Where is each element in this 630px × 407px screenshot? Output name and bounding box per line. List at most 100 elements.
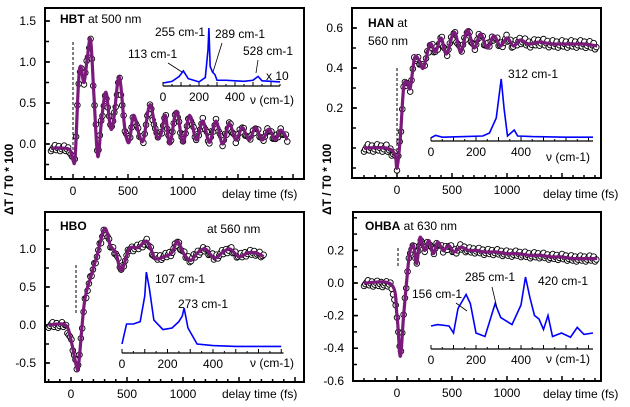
panel-title-han: HAN at — [368, 16, 408, 30]
x-axis-label: delay time (fs) — [222, 387, 297, 401]
peak-label-107: 107 cm-1 — [155, 272, 205, 286]
leader-528 — [255, 59, 259, 74]
x-axis-label: delay time (fs) — [543, 187, 618, 201]
inset-spectrum: 0 200 400 — [428, 276, 594, 367]
y-tick-label: -0.4 — [323, 341, 344, 355]
panel-ohba: -0.6 -0.4 -0.2 0.0 0.2 0 500 1000 delay time (fs… — [323, 211, 618, 401]
spectrum-line — [430, 78, 593, 139]
fit-curve — [50, 36, 289, 166]
inset-x-tick-label: 0 — [160, 90, 167, 104]
inset-x-tick-label: 0 — [428, 353, 435, 367]
y-tick-label: 0.6 — [326, 21, 343, 35]
peak-label-273: 273 cm-1 — [178, 297, 228, 311]
inset-x-tick-label: 200 — [189, 90, 209, 104]
y-tick-label: 1.0 — [19, 242, 36, 256]
y-tick-label: 0.5 — [19, 96, 36, 110]
spectrum-line — [162, 27, 281, 84]
inset-x-tick-label: 400 — [203, 357, 223, 371]
inset-x-axis-label-hbt: ν (cm-1) — [250, 93, 294, 107]
leader-289 — [212, 42, 223, 73]
plot-frame — [44, 7, 305, 180]
x-tick-label: 0 — [70, 184, 77, 198]
scale-note: x 10 — [266, 69, 289, 83]
panel-name: OHBA — [365, 219, 401, 233]
peak-label-255: 255 cm-1 — [155, 25, 205, 39]
y-tick-label: 0.0 — [327, 276, 344, 290]
y-tick-label: 0.0 — [19, 137, 36, 151]
panel-han: 0.2 0.4 0.6 0 500 1000 delay time (fs) 0 200 400 — [326, 7, 618, 201]
inset-x-tick-label: 400 — [511, 353, 531, 367]
panel-wavelength: at — [394, 16, 408, 30]
peak-label-312: 312 cm-1 — [508, 67, 558, 81]
inset-spectrum: 0 200 400 — [119, 271, 284, 371]
panel-hbo: -0.5 0.0 0.5 1.0 0 500 1000 delay time (fs) 0 200… — [15, 211, 305, 401]
inset-x-axis-label-han: ν (cm-1) — [546, 150, 590, 164]
inset-x-axis-label-ohba: ν (cm-1) — [546, 352, 590, 366]
plot-frame — [352, 211, 602, 382]
x-tick-label: 0 — [394, 386, 401, 400]
y-tick-label: 0.5 — [19, 280, 36, 294]
y-axis-label-right: ΔT / T0 * 100 — [320, 143, 334, 215]
inset-x-tick-label: 200 — [157, 357, 177, 371]
peak-label-528: 528 cm-1 — [243, 44, 293, 58]
panel-name: HBT — [60, 12, 85, 26]
inset-x-tick-label: 400 — [511, 145, 531, 159]
panels: 0.0 0.5 1.0 1.5 0 500 1000 delay time (fs) 0 200 4… — [15, 7, 618, 401]
peak-label-289: 289 cm-1 — [215, 27, 265, 41]
x-tick-label: 1000 — [494, 386, 521, 400]
plot-frame — [351, 7, 602, 179]
peak-label-285: 285 cm-1 — [465, 270, 515, 284]
panel-wavelength: at 630 nm — [400, 219, 457, 233]
inset-spectrum: 0 200 400 — [428, 78, 593, 159]
leader-156 — [455, 302, 468, 312]
panel-title-ohba: OHBA at 630 nm — [365, 219, 457, 233]
y-tick-label: -0.6 — [323, 374, 344, 388]
y-tick-label: -0.2 — [323, 309, 344, 323]
fit-curve — [363, 235, 598, 358]
inset-x-tick-label: 0 — [119, 357, 126, 371]
y-tick-label: 0.4 — [326, 61, 343, 75]
x-tick-label: 0 — [68, 387, 75, 401]
panel-title-han-line2: 560 nm — [368, 34, 408, 48]
leader-285 — [491, 286, 498, 309]
x-tick-label: 500 — [442, 183, 462, 197]
x-tick-label: 1000 — [170, 387, 197, 401]
x-tick-label: 500 — [117, 387, 137, 401]
y-tick-label: 1.0 — [19, 55, 36, 69]
y-tick-label: 0.0 — [19, 318, 36, 332]
fit-curve — [48, 226, 265, 372]
x-tick-label: 1000 — [494, 183, 521, 197]
y-axis-label-left: ΔT / T0 * 100 — [2, 143, 16, 215]
plot-frame — [44, 211, 305, 383]
y-tick-label: 0.2 — [326, 101, 343, 115]
inset-x-tick-label: 0 — [428, 145, 435, 159]
fit-curve — [363, 28, 598, 170]
panel-title-hbt: HBT at 500 nm — [60, 12, 141, 26]
spectrum-line — [430, 276, 594, 339]
x-tick-label: 500 — [118, 184, 138, 198]
x-axis-label: delay time (fs) — [543, 387, 618, 401]
peak-label-420: 420 cm-1 — [538, 274, 588, 288]
spectrum-line — [121, 271, 282, 348]
panel-hbt: 0.0 0.5 1.0 1.5 0 500 1000 delay time (fs) 0 200 4… — [19, 7, 305, 201]
x-tick-label: 500 — [442, 386, 462, 400]
panel-name: HAN — [368, 16, 394, 30]
x-axis-label: delay time (fs) — [222, 187, 297, 201]
inset-x-tick-label: 200 — [466, 145, 486, 159]
x-tick-label: 1000 — [170, 184, 197, 198]
y-tick-label: 1.5 — [19, 14, 36, 28]
inset-spectrum: 0 200 400 — [160, 27, 281, 104]
inset-x-axis-label-hbo: ν (cm-1) — [250, 356, 294, 370]
panel-title-hbo: HBO — [60, 219, 87, 233]
peak-label-156: 156 cm-1 — [412, 287, 462, 301]
inset-x-tick-label: 400 — [225, 90, 245, 104]
panel-wavelength: at 500 nm — [85, 12, 142, 26]
panel-wavelength-hbo: at 560 nm — [207, 222, 260, 236]
inset-x-tick-label: 200 — [466, 353, 486, 367]
y-tick-label: -0.5 — [15, 356, 36, 370]
peak-label-113: 113 cm-1 — [128, 47, 177, 61]
x-tick-label: 0 — [394, 183, 401, 197]
y-tick-label: 0.2 — [327, 243, 344, 257]
leader-113 — [167, 62, 183, 73]
